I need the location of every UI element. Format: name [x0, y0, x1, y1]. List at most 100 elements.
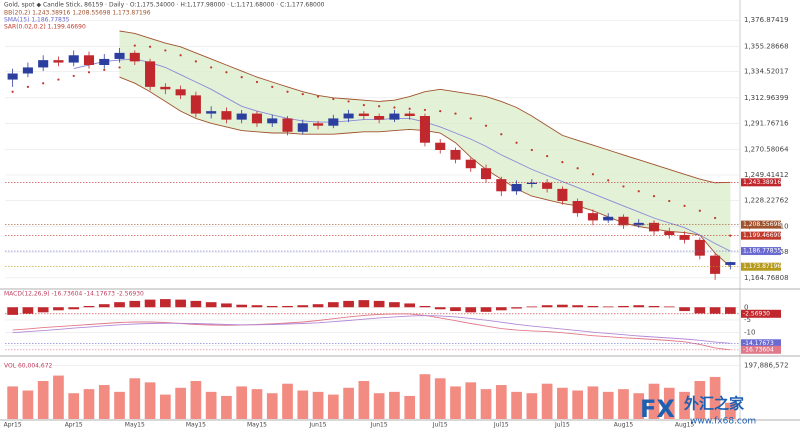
marker-box — [741, 247, 781, 256]
sar-dot — [469, 117, 472, 120]
candle-body — [53, 60, 64, 63]
volume-bar — [511, 391, 522, 419]
marker-box — [741, 231, 781, 240]
candle-body — [389, 113, 400, 120]
y-tick-label: 1,355.28668 — [744, 42, 789, 50]
sar-dot — [194, 60, 197, 63]
macd-histogram-bar — [602, 306, 614, 308]
macd-histogram-bar — [83, 305, 95, 308]
y-tick-label: 1,334.52017 — [744, 68, 789, 76]
sar-dot — [332, 97, 335, 101]
marker-box — [741, 178, 781, 187]
candle-body — [343, 113, 354, 119]
candle-body — [236, 113, 247, 120]
candle-body — [618, 216, 629, 226]
sar-dot — [729, 234, 732, 237]
candle-body — [145, 61, 156, 87]
macd-histogram-bar — [68, 307, 80, 310]
candle-body — [496, 179, 507, 192]
volume-bar — [434, 378, 446, 419]
sar-dot — [698, 209, 701, 212]
marker-label: 1,199.46690 — [743, 232, 781, 239]
macd-histogram-bar — [495, 307, 507, 311]
volume-bar — [205, 391, 217, 419]
volume-bar — [633, 393, 645, 419]
candle-body — [480, 168, 492, 180]
indicator-label: SMA(15) 1,186.77835 — [4, 17, 70, 24]
candle-body — [68, 55, 79, 63]
candle-body — [328, 118, 339, 126]
macd-histogram-bar — [434, 307, 446, 310]
macd-histogram-bar — [480, 307, 492, 312]
sar-dot — [378, 105, 381, 108]
macd-histogram-bar — [450, 307, 461, 312]
volume-bar — [679, 391, 690, 419]
macd-histogram-bar — [236, 304, 248, 308]
sar-dot — [423, 108, 427, 112]
volume-bar — [129, 378, 141, 419]
sar-dot — [454, 112, 457, 115]
volume-bar — [7, 386, 18, 419]
sar-dot — [515, 141, 518, 144]
volume-bar — [53, 375, 64, 419]
y-tick-label: 1,249.41412 — [744, 171, 789, 179]
macd-histogram-bar — [343, 300, 354, 308]
watermark-brand: FX — [640, 395, 675, 423]
sar-dot — [484, 124, 488, 127]
marker-box — [741, 339, 781, 348]
marker-box — [741, 220, 781, 229]
volume-bar — [480, 389, 492, 419]
macd-histogram-bar — [587, 305, 599, 308]
candle-body — [99, 58, 110, 65]
volume-bar — [648, 383, 660, 419]
macd-histogram-bar — [282, 305, 293, 308]
volume-bar — [587, 386, 599, 419]
candle-body — [465, 159, 476, 169]
candle-body — [83, 55, 95, 65]
indicator-label: BB(20,2) 1,243.38916 1,208.55698 1,173.8… — [4, 10, 151, 17]
marker-label: 1,186.77835 — [743, 248, 781, 255]
candle-body — [38, 60, 49, 68]
x-tick-label: Apr15 — [65, 422, 83, 429]
volume-bar — [404, 395, 416, 419]
volume-bar — [495, 385, 507, 419]
macd-histogram-bar — [129, 300, 141, 308]
macd-histogram-bar — [648, 305, 660, 308]
candle-body — [511, 184, 522, 192]
volume-bar — [557, 387, 568, 419]
macd-histogram-bar — [266, 305, 278, 308]
sar-dot — [148, 45, 152, 48]
volume-bar — [83, 389, 95, 419]
volume-bar — [266, 393, 278, 419]
sar-dot — [301, 93, 304, 96]
band-fill — [119, 31, 731, 267]
x-tick-label: May15 — [125, 422, 145, 429]
marker-box — [741, 309, 781, 318]
volume-bar — [450, 386, 461, 419]
volume-bar — [602, 391, 614, 419]
macd-histogram-bar — [541, 305, 553, 308]
marker-label: -2.56930 — [743, 310, 770, 317]
macd-histogram-bar — [511, 307, 522, 309]
sar-dot — [72, 74, 75, 78]
marker-label: -14.17673 — [743, 340, 774, 347]
sar-dot — [362, 103, 365, 107]
sar-dot — [637, 190, 640, 193]
volume-bar — [526, 393, 538, 419]
sar-dot — [240, 76, 243, 79]
sar-dot — [164, 49, 167, 52]
volume-bar — [251, 389, 263, 419]
macd-histogram-bar — [251, 305, 263, 308]
macd-histogram-bar — [327, 302, 339, 308]
sar-dot — [607, 179, 610, 182]
volume-bar — [114, 391, 125, 419]
macd-histogram-bar — [373, 300, 385, 308]
candle-body — [557, 188, 568, 201]
x-tick-label: Jul15 — [493, 422, 509, 429]
volume-bar — [236, 386, 248, 419]
sar-dot — [103, 68, 106, 71]
candle-body — [603, 216, 614, 221]
sar-dot — [179, 54, 182, 57]
sar-dot — [42, 82, 45, 85]
